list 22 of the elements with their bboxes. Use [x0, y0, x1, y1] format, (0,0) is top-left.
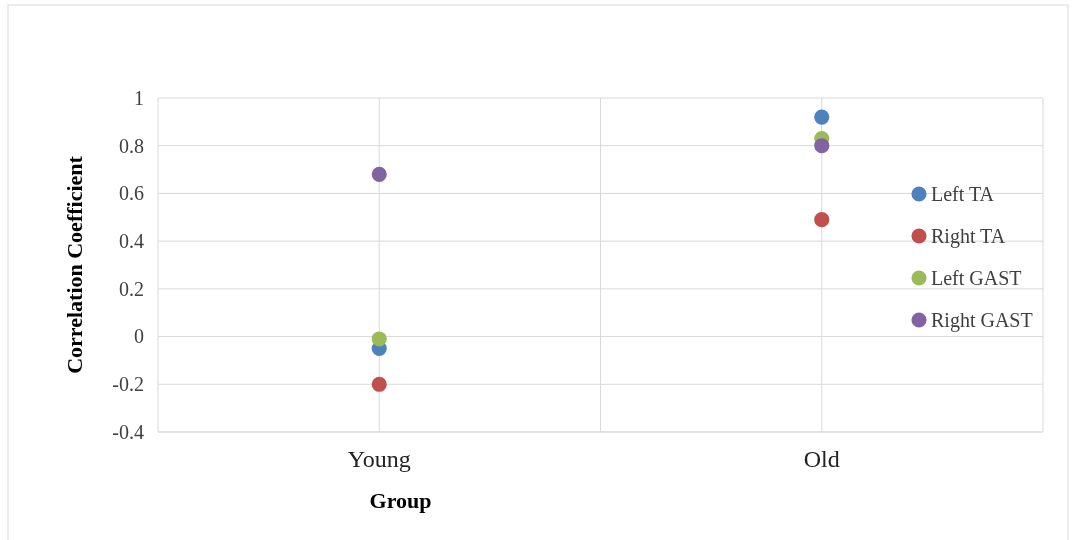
y-tick-label: -0.2 — [112, 373, 144, 396]
y-tick-label: 0 — [134, 325, 144, 348]
y-tick-label: 0.4 — [119, 230, 144, 253]
y-tick-label: 0.8 — [119, 134, 144, 157]
x-tick-label: Old — [803, 446, 840, 472]
point — [371, 331, 387, 347]
y-tick-label: 1 — [134, 86, 144, 109]
legend-label: Right GAST — [931, 309, 1033, 332]
x-tick-label: Young — [347, 446, 411, 472]
x-axis-title: Group — [369, 488, 432, 513]
y-tick-label: -0.4 — [112, 420, 144, 443]
legend-label: Left TA — [931, 183, 995, 205]
point — [814, 212, 830, 228]
y-tick-label: 0.6 — [119, 182, 144, 205]
point — [371, 166, 387, 182]
point — [814, 109, 830, 125]
legend-label: Right TA — [931, 225, 1006, 248]
y-tick-label: 0.2 — [119, 277, 144, 300]
point — [814, 138, 830, 154]
point — [371, 376, 387, 392]
y-axis-title: Correlation Coefficient — [62, 155, 87, 374]
legend-label: Left GAST — [931, 267, 1022, 289]
